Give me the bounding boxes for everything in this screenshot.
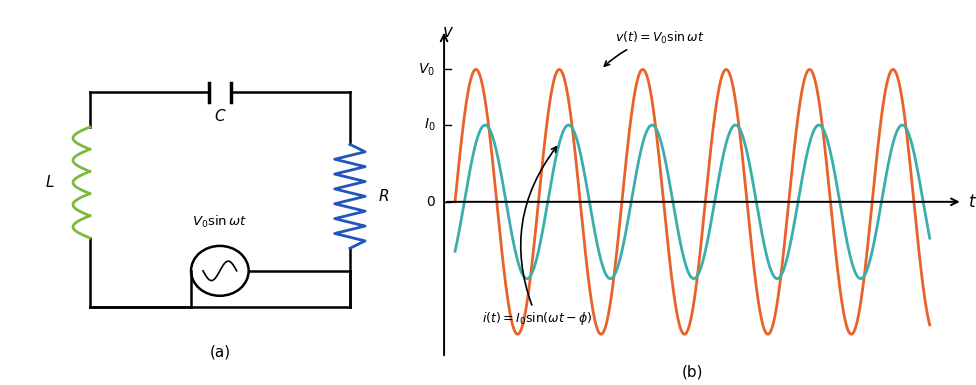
Text: C: C <box>215 109 225 124</box>
Text: $I_0$: $I_0$ <box>424 117 435 133</box>
Text: (a): (a) <box>209 345 230 360</box>
Text: $t$: $t$ <box>967 193 976 211</box>
Text: L: L <box>46 175 54 190</box>
Text: $v(t) = V_0 \sin \omega t$: $v(t) = V_0 \sin \omega t$ <box>604 30 705 66</box>
Text: R: R <box>379 189 389 204</box>
Text: $0$: $0$ <box>426 195 435 209</box>
Text: $V_0$: $V_0$ <box>419 61 435 78</box>
Text: $V_0 \sin \omega t$: $V_0 \sin \omega t$ <box>192 214 248 230</box>
Text: $v$: $v$ <box>442 23 454 41</box>
Text: (b): (b) <box>681 365 703 380</box>
Text: $i(t) = I_0 \sin (\omega t - \phi)$: $i(t) = I_0 \sin (\omega t - \phi)$ <box>482 147 592 327</box>
